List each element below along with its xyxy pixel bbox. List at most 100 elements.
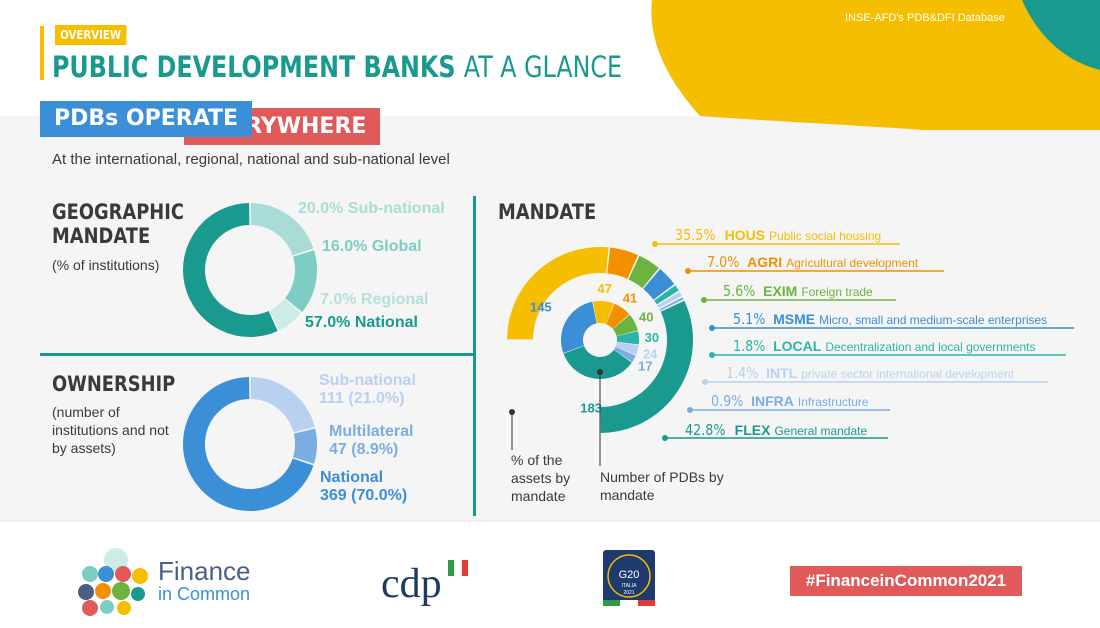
geo-label-subnational: 20.0% Sub-national xyxy=(298,200,445,217)
geo-slice-regional xyxy=(269,298,302,331)
mandate-row-hous: 35.5% HOUS Public social housing xyxy=(675,226,881,245)
own-label-multilateral-value: 47 (8.9%) xyxy=(329,441,399,458)
ownership-subtitle: (number of institutions and not by asset… xyxy=(52,404,169,456)
mandate-count-hous xyxy=(592,301,614,325)
mandate-code-infra: INFRA xyxy=(751,393,794,409)
mandate-count-intl xyxy=(615,341,639,356)
mandate-desc-intl: private sector international development xyxy=(801,367,1015,381)
teal-corner-shape xyxy=(1022,0,1100,70)
mandate-pct-local: 1.8% xyxy=(733,337,766,355)
overview-tag: OVERVIEW xyxy=(55,25,127,45)
mandate-asset-exim xyxy=(628,255,659,289)
mandate-row-intl: 1.4% INTL private sector international dev… xyxy=(726,364,1014,383)
pdbs-operate-box: PDBs OPERATE xyxy=(40,101,253,137)
g20-mid-text: ITALIA xyxy=(622,583,638,589)
mandate-code-msme: MSME xyxy=(773,311,816,327)
mandate-code-local: LOCAL xyxy=(773,338,822,354)
mandate-asset-local xyxy=(654,285,679,305)
geo-title: GEOGRAPHIC MANDATE xyxy=(52,200,185,248)
own-slice-national xyxy=(183,377,314,511)
own-label-national-value: 369 (70.0%) xyxy=(320,487,408,504)
geo-label-regional: 7.0% Regional xyxy=(320,291,429,308)
mandate-count-label-flex: 183 xyxy=(580,400,602,415)
mandate-leader-dot-exim xyxy=(701,297,707,303)
mandate-row-agri: 7.0% AGRI Agricultural development xyxy=(707,253,918,272)
mandate-pct-intl: 1.4% xyxy=(726,364,759,382)
title-light: AT A GLANCE xyxy=(463,50,623,84)
mandate-leader-dot-infra xyxy=(687,407,693,413)
mandate-row-infra: 0.9% INFRA Infrastructure xyxy=(711,392,869,411)
fic-sub: in Common xyxy=(158,584,251,604)
mandate-row-exim: 5.6% EXIM Foreign trade xyxy=(723,282,873,301)
geo-subtitle: (% of institutions) xyxy=(52,257,160,273)
mandate-pct-exim: 5.6% xyxy=(723,282,756,300)
mandate-count-agri xyxy=(605,303,630,330)
geo-label-global: 16.0% Global xyxy=(322,238,422,255)
mandate-desc-local: Decentralization and local governments xyxy=(825,340,1036,354)
mandate-count-flex xyxy=(563,345,632,379)
mandate-asset-msme xyxy=(643,269,675,300)
data-source: INSE-AFD's PDB&DFI Database xyxy=(845,12,1005,24)
geo-slice-global xyxy=(284,250,317,312)
mandate-title: MANDATE xyxy=(498,200,597,224)
inner-caption-dot xyxy=(597,369,603,375)
fic-name: Finance xyxy=(158,556,251,586)
horizontal-divider xyxy=(40,353,474,356)
title-bold: PUBLIC DEVELOPMENT BANKS xyxy=(52,50,456,84)
geo-label-national: 57.0% National xyxy=(305,314,418,331)
mandate-leader-dot-hous xyxy=(652,241,658,247)
mandate-count-label-infra: 17 xyxy=(638,358,652,373)
mandate-asset-agri xyxy=(606,247,639,280)
mandate-desc-exim: Foreign trade xyxy=(801,285,873,299)
mandate-count-exim xyxy=(612,314,638,337)
mandate-desc-flex: General mandate xyxy=(774,424,868,438)
own-slice-multilateral xyxy=(292,428,317,464)
mandate-code-hous: HOUS xyxy=(724,227,766,243)
own-label-multilateral: Multilateral 47 (8.9%) xyxy=(329,423,413,459)
mandate-count-label-agri: 41 xyxy=(623,290,637,305)
own-slice-sub-national xyxy=(250,377,315,433)
mandate-code-exim: EXIM xyxy=(763,283,798,299)
mandate-row-flex: 42.8% FLEX General mandate xyxy=(685,421,867,440)
own-label-national: National 369 (70.0%) xyxy=(320,469,407,505)
yellow-corner-shape xyxy=(651,0,1100,130)
g20-logo: G20 ITALIA 2021 xyxy=(603,550,655,606)
italian-flag-icon xyxy=(448,560,468,576)
mandate-pct-infra: 0.9% xyxy=(711,392,744,410)
mandate-pct-agri: 7.0% xyxy=(707,253,740,271)
geo-slice-sub-national xyxy=(250,203,314,256)
mandate-leader-dot-flex xyxy=(662,435,668,441)
mandate-leader-dot-local xyxy=(709,352,715,358)
mandate-inner-caption: Number of PDBs by mandate xyxy=(600,469,724,503)
corner-decoration xyxy=(651,0,1100,130)
mandate-count-infra xyxy=(613,346,636,363)
ownership-title: OWNERSHIP xyxy=(52,372,176,396)
mandate-asset-intl xyxy=(657,291,682,309)
mandate-count-msme xyxy=(561,301,598,354)
mandate-asset-flex xyxy=(600,300,693,433)
mandate-leader-dot-agri xyxy=(685,268,691,274)
cdp-logo-text: cdp xyxy=(381,561,442,607)
mandate-row-local: 1.8% LOCAL Decentralization and local gove… xyxy=(733,337,1035,356)
mandate-asset-infra xyxy=(659,297,684,311)
mandate-desc-infra: Infrastructure xyxy=(797,395,869,409)
g20-top-text: G20 xyxy=(619,569,640,581)
mandate-desc-msme: Micro, small and medium-scale enterprise… xyxy=(819,313,1048,327)
mandate-count-label-intl: 24 xyxy=(643,347,658,362)
mandate-count-label-exim: 40 xyxy=(639,309,653,324)
mandate-outer-caption: % of the assets by mandate xyxy=(511,452,571,504)
outer-caption-dot xyxy=(509,409,515,415)
mandate-row-msme: 5.1% MSME Micro, small and medium-scale en… xyxy=(733,310,1047,329)
own-label-subnational-name: Sub-national xyxy=(319,372,416,389)
mandate-code-intl: INTL xyxy=(766,365,798,381)
content-band xyxy=(0,116,1100,520)
mandate-leader-dot-intl xyxy=(702,379,708,385)
intro-subtitle: At the international, regional, national… xyxy=(52,151,450,168)
mandate-pct-msme: 5.1% xyxy=(733,310,766,328)
g20-year-text: 2021 xyxy=(623,590,634,596)
mandate-asset-hous xyxy=(507,247,609,340)
vertical-divider xyxy=(473,196,476,516)
